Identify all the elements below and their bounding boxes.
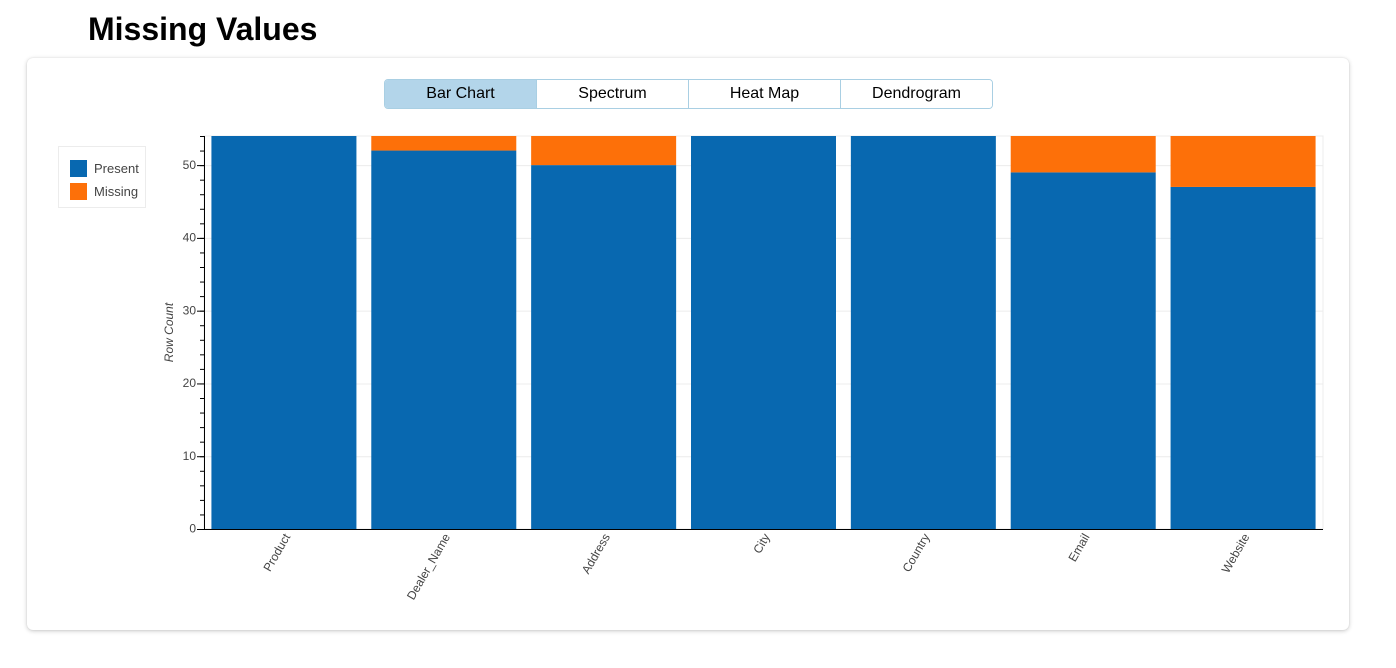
tab-dendrogram[interactable]: Dendrogram — [840, 80, 992, 108]
legend-item-present[interactable]: Present — [70, 157, 145, 180]
y-tick-label: 50 — [183, 158, 197, 172]
legend-swatch-missing — [70, 183, 87, 200]
x-tick-label: Product — [260, 531, 293, 574]
x-tick-label: Country — [900, 531, 933, 574]
x-tick-label: Dealer_Name — [404, 531, 453, 602]
x-tick-label: City — [750, 531, 772, 556]
tab-spectrum[interactable]: Spectrum — [536, 80, 688, 108]
page-title: Missing Values — [88, 11, 318, 47]
bar-missing-address — [531, 136, 677, 166]
y-tick-label: 10 — [183, 449, 197, 463]
bar-present-city — [691, 136, 836, 529]
legend-item-missing[interactable]: Missing — [70, 180, 145, 203]
bar-present-product — [211, 136, 357, 529]
tab-bar-chart[interactable]: Bar Chart — [385, 80, 536, 108]
bar-present-website — [1170, 186, 1316, 529]
bar-missing-website — [1170, 136, 1316, 187]
y-tick-label: 0 — [189, 522, 196, 536]
missing-values-panel: Bar Chart Spectrum Heat Map Dendrogram P… — [27, 58, 1349, 630]
legend-label-present: Present — [94, 161, 139, 176]
bar-present-country — [850, 136, 996, 529]
x-tick-label: Email — [1065, 531, 1092, 564]
legend-swatch-present — [70, 160, 87, 177]
legend-label-missing: Missing — [94, 184, 139, 199]
x-tick-label: Address — [579, 531, 613, 576]
bar-present-dealer-name — [371, 150, 517, 530]
y-tick-label: 30 — [183, 303, 197, 317]
bar-missing-dealer-name — [371, 136, 517, 151]
bar-present-email — [1010, 172, 1156, 529]
missing-values-bar-chart: Product Dealer_Name Address City Country Emai… — [162, 135, 1324, 602]
y-tick-label: 20 — [183, 376, 197, 390]
chart-legend: Present Missing — [58, 146, 146, 208]
y-tick-label: 40 — [183, 231, 197, 245]
chart-type-tabs: Bar Chart Spectrum Heat Map Dendrogram — [384, 79, 993, 109]
bar-present-address — [531, 165, 677, 529]
tab-heat-map[interactable]: Heat Map — [688, 80, 840, 108]
y-axis-label: Row Count — [162, 302, 176, 362]
bar-missing-email — [1010, 136, 1156, 173]
x-tick-label: Website — [1219, 531, 1253, 576]
